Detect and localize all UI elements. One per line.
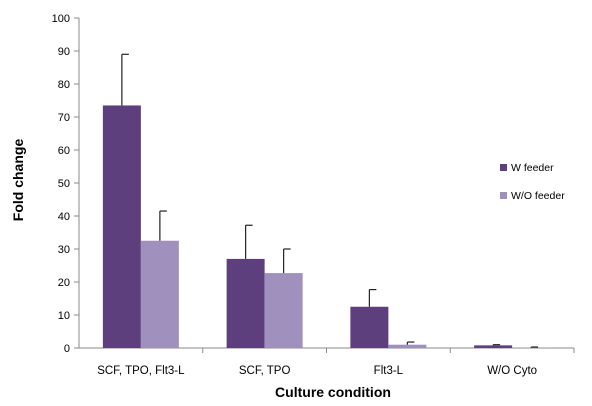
x-axis-title: Culture condition: [275, 384, 391, 400]
legend-swatch: [500, 164, 507, 171]
y-tick-label: 40: [58, 211, 70, 223]
y-tick-label: 60: [58, 145, 70, 157]
y-tick-label: 100: [52, 13, 70, 25]
x-tick-label: W/O Cyto: [487, 365, 537, 377]
bar: [474, 345, 513, 348]
x-tick-label: Flt3-L: [374, 365, 404, 377]
y-ticks: 0 10 20 30 40 50 60 70 80 90 100: [52, 13, 79, 355]
legend-swatch: [500, 192, 507, 199]
bar: [264, 273, 303, 348]
bar: [226, 258, 265, 348]
x-tick-label: SCF, TPO: [239, 365, 291, 377]
y-tick-label: 20: [58, 277, 70, 289]
x-tick-labels: SCF, TPO, Flt3-L SCF, TPO Flt3-L W/O Cyto: [97, 348, 575, 377]
y-tick-label: 90: [58, 46, 70, 58]
error-bars: [121, 53, 539, 348]
legend-label: W feeder: [511, 162, 554, 174]
legend-label: W/O feeder: [511, 190, 565, 202]
bar: [388, 344, 427, 348]
legend: W feeder W/O feeder: [500, 162, 565, 202]
y-tick-label: 0: [64, 343, 70, 355]
bar: [350, 306, 389, 348]
y-tick-label: 70: [58, 112, 70, 124]
bar: [140, 240, 179, 348]
bar: [102, 105, 141, 348]
y-tick-label: 50: [58, 178, 70, 190]
x-tick-label: SCF, TPO, Flt3-L: [97, 365, 185, 377]
y-tick-label: 80: [58, 79, 70, 91]
y-tick-label: 10: [58, 310, 70, 322]
y-tick-label: 30: [58, 244, 70, 256]
y-axis-title: Fold change: [10, 139, 26, 222]
bars: [102, 105, 551, 348]
